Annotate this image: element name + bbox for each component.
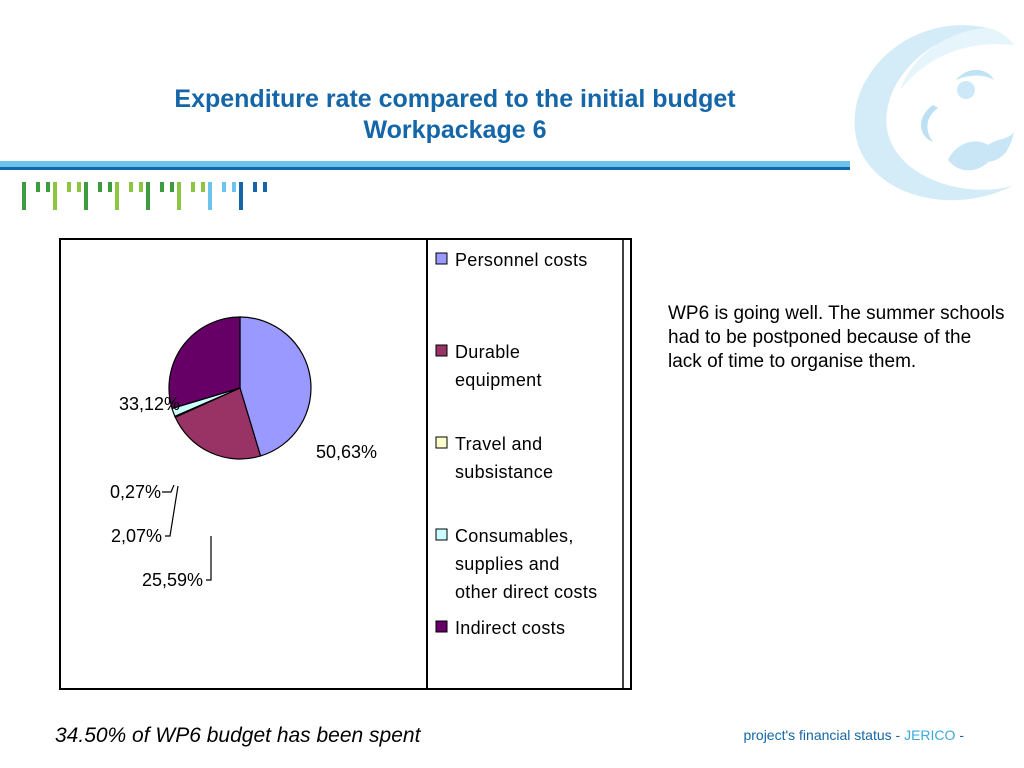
tick-short (201, 182, 205, 192)
title-line-1: Expenditure rate compared to the initial… (174, 85, 736, 113)
tick-short (191, 182, 195, 192)
legend-label: Consumables, (455, 526, 574, 546)
pie-slice-5 (168, 316, 241, 410)
tick-short (253, 182, 257, 192)
tick-short (139, 182, 143, 192)
budget-summary: 34.50% of WP6 budget has been spent (55, 724, 421, 747)
tick-long (53, 182, 57, 210)
leader-line (162, 484, 175, 493)
header-rule-light (0, 161, 850, 167)
tick-long (239, 182, 243, 210)
legend-label: Durable (455, 342, 520, 362)
pie-slice-1 (239, 316, 312, 457)
tick-short (232, 182, 236, 192)
tick-short (77, 182, 81, 192)
tick-short (170, 182, 174, 192)
tick-long (177, 182, 181, 210)
tick-long (84, 182, 88, 210)
legend-label: supplies and (455, 554, 560, 574)
legend-swatch (435, 252, 448, 265)
tick-long (22, 182, 26, 210)
legend-label: other direct costs (455, 582, 597, 602)
tick-short (263, 182, 267, 192)
slice-label: 0,27% (110, 482, 161, 502)
footer-brand: JERICO (904, 727, 956, 743)
tick-long (208, 182, 212, 210)
footer-prefix: project's financial status - (743, 727, 905, 743)
footer: project's financial status - JERICO - (743, 727, 964, 743)
legend-label: equipment (455, 370, 542, 390)
legend-swatch (435, 528, 448, 541)
slice-label: 25,59% (142, 570, 203, 590)
legend-swatch (435, 436, 448, 449)
tick-short (46, 182, 50, 192)
tick-short (108, 182, 112, 192)
tick-short (222, 182, 226, 192)
tick-short (98, 182, 102, 192)
legend-label: Personnel costs (455, 250, 588, 270)
pie-chart: 50,63% 25,59% 0,27% 2,07% 33,12% Personnel c… (59, 238, 632, 690)
slide-title: Expenditure rate compared to the initial… (60, 84, 850, 146)
tick-short (67, 182, 71, 192)
chart-border (59, 238, 632, 690)
tick-long (115, 182, 119, 210)
decorative-tick-marks (22, 182, 267, 210)
title-line-2: Workpackage 6 (363, 116, 547, 144)
pie-slice-2 (174, 387, 262, 460)
tick-long (146, 182, 150, 210)
header-rule-dark (0, 167, 850, 170)
tick-short (36, 182, 40, 192)
legend-label: Indirect costs (455, 618, 565, 638)
footer-suffix: - (955, 727, 964, 743)
legend-label: Travel and (455, 434, 542, 454)
leader-line (206, 536, 212, 581)
slice-label: 2,07% (111, 526, 162, 546)
jerico-logo-icon (854, 25, 1014, 201)
slice-label: 50,63% (316, 442, 377, 462)
comment-text: WP6 is going well. The summer schools ha… (668, 303, 1005, 372)
slice-label: 33,12% (119, 394, 180, 414)
legend-swatch (435, 344, 448, 357)
legend-swatch (435, 620, 448, 633)
tick-short (160, 182, 164, 192)
legend-label: subsistance (455, 462, 553, 482)
leader-line (165, 485, 179, 537)
tick-short (129, 182, 133, 192)
